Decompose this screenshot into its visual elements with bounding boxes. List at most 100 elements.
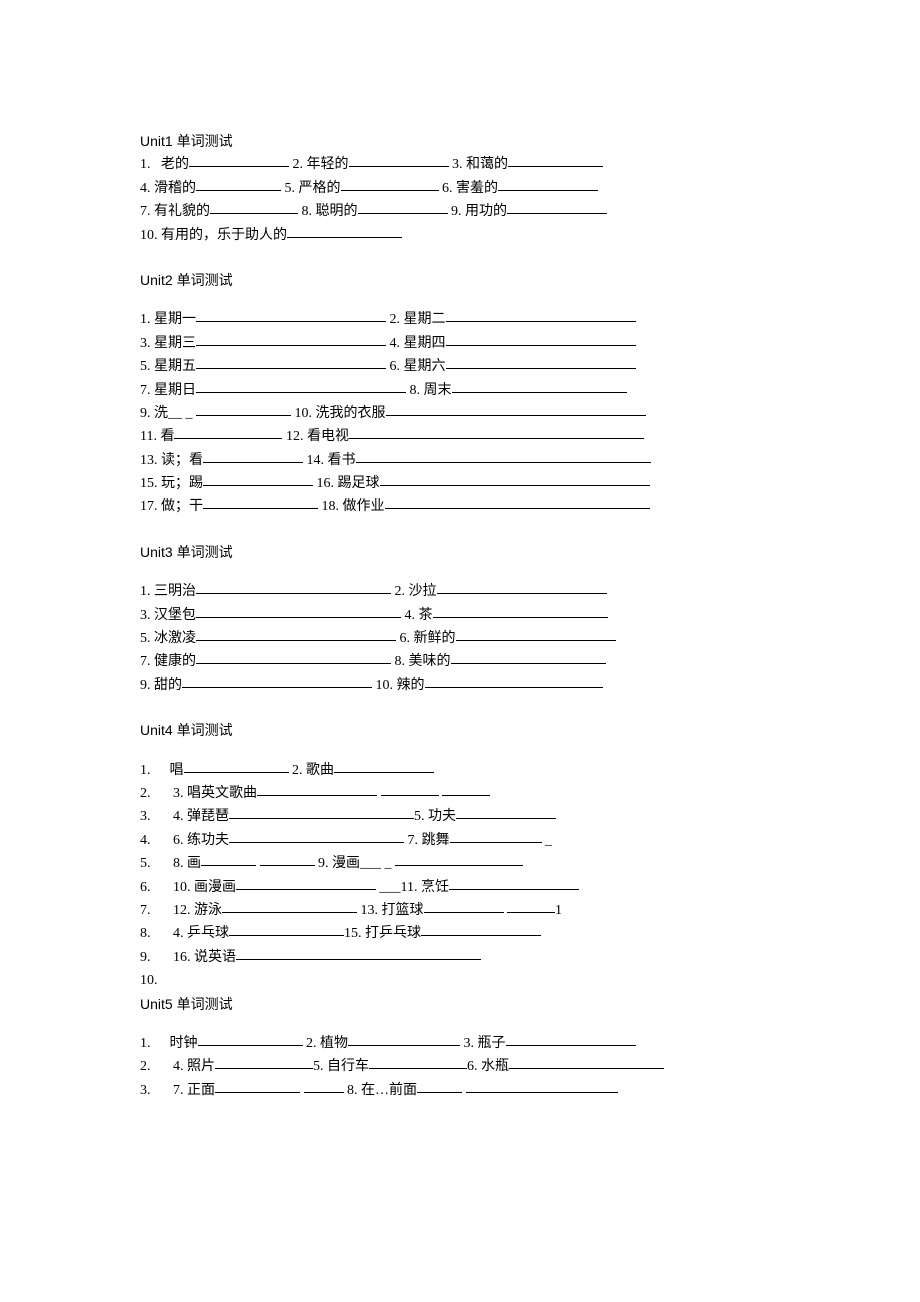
item-label: 烹饪 — [421, 880, 449, 895]
item-label: 歌曲 — [306, 763, 334, 778]
item-label: 画漫画 — [194, 880, 236, 895]
blank-line — [341, 177, 439, 191]
blank-line — [196, 332, 386, 346]
item-num: 9. — [315, 856, 329, 871]
blank-line — [203, 449, 303, 463]
item-label: 洗我的衣服 — [316, 406, 386, 421]
blank-line — [450, 829, 542, 843]
item-num: 4. — [140, 181, 151, 196]
unit1-line2: 4. 滑稽的 5. 严格的 6. 害羞的 — [140, 178, 780, 200]
row-num: 3. — [140, 806, 166, 828]
item-num: 1. — [140, 584, 151, 599]
blank-line — [184, 759, 289, 773]
item-num: 4. — [170, 809, 184, 824]
list-row: 1. 时钟 2. 植物 3. 瓶子 — [140, 1033, 780, 1055]
blank-line — [287, 224, 402, 238]
item-label: 冰激凌 — [154, 631, 196, 646]
unit2-line2: 3. 星期三 4. 星期四 — [140, 333, 780, 355]
item-label: 做作业 — [343, 499, 385, 514]
blank-line — [196, 604, 401, 618]
blank-line — [456, 627, 616, 641]
unit3-section: Unit3 单词测试 1. 三明治 2. 沙拉 3. 汉堡包 4. 茶 5. 冰… — [140, 541, 780, 697]
item-num: 4. — [170, 1059, 184, 1074]
list-row: 10. — [140, 970, 780, 992]
item-label: 三明治 — [154, 584, 196, 599]
list-row: 4. 6. 练功夫 7. 跳舞 _ — [140, 830, 780, 852]
unit1-line1: 1. 老的 2. 年轻的 3. 和蔼的 — [140, 154, 780, 176]
blank-line — [386, 402, 646, 416]
blank-line — [451, 650, 606, 664]
unit3-line4: 7. 健康的 8. 美味的 — [140, 651, 780, 673]
item-num: 2. — [293, 157, 304, 172]
blank-line — [433, 604, 608, 618]
item-num: 10. — [295, 406, 313, 421]
item-num: 4. — [405, 608, 416, 623]
blank-line — [446, 355, 636, 369]
unit5-title: Unit5 单词测试 — [140, 993, 780, 1015]
item-num: 2. — [395, 584, 406, 599]
unit2-line3: 5. 星期五 6. 星期六 — [140, 356, 780, 378]
item-num: 4. — [170, 926, 184, 941]
item-label: 老的 — [161, 157, 189, 172]
blank-line — [498, 177, 598, 191]
item-label: 周末 — [424, 383, 452, 398]
blank-line — [446, 332, 636, 346]
blank-line — [203, 472, 313, 486]
unit2-line7: 13. 读；看 14. 看书 — [140, 450, 780, 472]
blank-line — [304, 1079, 344, 1093]
item-label: 辣的 — [397, 678, 425, 693]
item-num: 5. — [140, 359, 151, 374]
unit4-title: Unit4 单词测试 — [140, 719, 780, 741]
blank-line — [424, 899, 504, 913]
item-num: 12. — [170, 903, 191, 918]
item-label: 功夫 — [428, 809, 456, 824]
item-label: 唱 — [170, 763, 184, 778]
item-num: 16. — [170, 950, 191, 965]
item-label: 游泳 — [194, 903, 222, 918]
item-num: 6. — [170, 833, 184, 848]
list-row: 2. 3. 唱英文歌曲 — [140, 783, 780, 805]
item-label: 照片 — [187, 1059, 215, 1074]
list-row: 7. 12. 游泳 13. 打篮球 1 — [140, 900, 780, 922]
item-num: 10. — [140, 228, 158, 243]
blank-line — [437, 580, 607, 594]
row-num: 10. — [140, 970, 166, 992]
row-num: 2. — [140, 783, 166, 805]
row-num: 1. — [140, 1033, 166, 1055]
blank-line — [385, 495, 650, 509]
blank-line — [369, 1055, 467, 1069]
item-num: 6. — [442, 181, 453, 196]
item-label: 星期六 — [404, 359, 446, 374]
blank-line — [509, 1055, 664, 1069]
blank-line — [381, 782, 439, 796]
item-label: 说英语 — [194, 950, 236, 965]
item-num: 5. — [414, 809, 425, 824]
item-num: 9. — [140, 406, 151, 421]
blank-line — [358, 200, 448, 214]
unit1-line3: 7. 有礼貌的 8. 聪明的 9. 用功的 — [140, 201, 780, 223]
blank-line — [229, 805, 414, 819]
list-row: 6. 10. 画漫画 ___11. 烹饪 — [140, 877, 780, 899]
item-num: 6. — [467, 1059, 478, 1074]
item-num: 8. — [170, 856, 184, 871]
blank-line — [334, 759, 434, 773]
item-num: 2. — [289, 763, 303, 778]
blank-line — [349, 153, 449, 167]
unit2-title: Unit2 单词测试 — [140, 269, 780, 291]
item-label: 星期一 — [154, 312, 196, 327]
item-label: 做；干 — [161, 499, 203, 514]
row-num: 5. — [140, 853, 166, 875]
item-label: 自行车 — [327, 1059, 369, 1074]
list-row: 8. 4. 乒乓球15. 打乒乓球 — [140, 923, 780, 945]
item-num: 7. — [170, 1083, 184, 1098]
item-num: 4. — [390, 336, 401, 351]
item-num: 6. — [390, 359, 401, 374]
blank-line — [182, 674, 372, 688]
list-row: 5. 8. 画 9. 漫画___ _ — [140, 853, 780, 875]
item-label: 水瓶 — [481, 1059, 509, 1074]
blank-line — [203, 495, 318, 509]
item-num: 16. — [317, 476, 335, 491]
item-num: 5. — [285, 181, 296, 196]
blank-line — [449, 876, 579, 890]
item-num: 3. — [452, 157, 463, 172]
